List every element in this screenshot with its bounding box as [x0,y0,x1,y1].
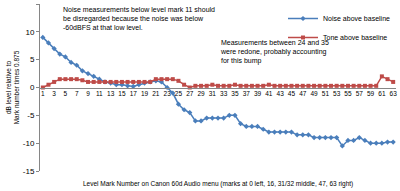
svg-text:11: 11 [96,90,103,97]
svg-text:27: 27 [186,90,194,97]
svg-text:dB level relative toMark numbe: dB level relative toMark number times 0.… [5,50,20,124]
svg-text:45: 45 [288,90,296,97]
svg-text:21: 21 [152,90,160,97]
svg-text:Noise measurements below level: Noise measurements below level mark 11 s… [63,6,215,31]
svg-text:43: 43 [277,90,285,97]
svg-text:35: 35 [231,90,239,97]
svg-text:-15: -15 [23,167,35,176]
svg-text:0: 0 [30,83,35,92]
svg-text:47: 47 [299,90,307,97]
svg-text:17: 17 [130,90,138,97]
svg-text:55: 55 [344,90,352,97]
svg-text:31: 31 [209,90,217,97]
svg-text:5: 5 [30,55,35,64]
svg-text:Noise above baseline: Noise above baseline [323,15,390,22]
svg-text:49: 49 [310,90,318,97]
svg-text:7: 7 [75,90,79,97]
svg-text:19: 19 [141,90,149,97]
svg-text:53: 53 [333,90,341,97]
svg-text:Tone above baseline: Tone above baseline [323,34,387,41]
svg-text:10: 10 [25,28,34,37]
svg-text:Measurements between 24 and 35: Measurements between 24 and 35were redon… [220,39,329,65]
svg-text:5: 5 [64,90,68,97]
svg-text:23: 23 [164,90,172,97]
svg-text:15: 15 [118,90,126,97]
svg-text:29: 29 [197,90,205,97]
svg-text:41: 41 [265,90,273,97]
svg-text:Level Mark Number on Canon 60d: Level Mark Number on Canon 60d Audio men… [83,180,353,188]
svg-text:-5: -5 [27,111,35,120]
svg-text:57: 57 [356,90,364,97]
svg-text:13: 13 [107,90,115,97]
svg-text:3: 3 [52,90,56,97]
svg-text:25: 25 [175,90,183,97]
svg-text:39: 39 [254,90,262,97]
svg-text:1: 1 [41,90,45,97]
svg-text:59: 59 [367,90,375,97]
svg-text:9: 9 [86,90,90,97]
svg-text:63: 63 [390,90,398,97]
svg-text:61: 61 [378,90,386,97]
svg-text:-10: -10 [23,139,35,148]
svg-text:37: 37 [243,90,251,97]
svg-text:51: 51 [322,90,330,97]
svg-text:33: 33 [220,90,228,97]
